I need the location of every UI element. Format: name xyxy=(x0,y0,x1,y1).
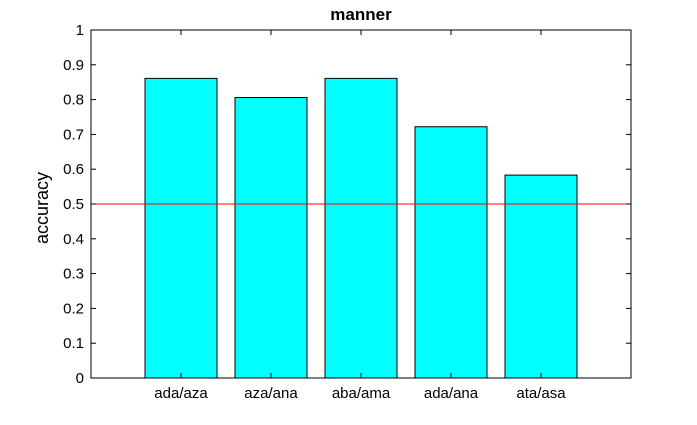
y-tick-label: 0.7 xyxy=(63,126,84,143)
bar-4 xyxy=(414,126,488,379)
y-tick-label: 0.4 xyxy=(63,231,84,248)
bar-1 xyxy=(144,77,218,379)
y-axis-label: accuracy xyxy=(32,172,52,244)
plot-area: 0 0.1 0.2 0.3 0.4 0.5 0.6 0.7 0.8 0.9 1 ada/aza aza/… xyxy=(63,22,632,402)
y-tick-label: 0.9 xyxy=(63,57,84,74)
y-tick-label: 0.1 xyxy=(63,335,84,352)
x-tick-label: ada/aza xyxy=(154,385,208,402)
x-tick-label: aba/ama xyxy=(332,385,391,402)
y-tick-label: 1 xyxy=(76,22,84,39)
x-tick-label: aza/ana xyxy=(244,385,298,402)
x-tick-label: ada/ana xyxy=(424,385,479,402)
y-tick-label: 0.6 xyxy=(63,161,84,178)
y-tick-label: 0.2 xyxy=(63,300,84,317)
y-tick-label: 0.5 xyxy=(63,196,84,213)
y-tick-label: 0.8 xyxy=(63,92,84,109)
x-tick-label: ata/asa xyxy=(516,385,566,402)
bar-5 xyxy=(504,174,578,379)
chart-title: manner xyxy=(330,5,392,24)
bar-3 xyxy=(324,77,398,379)
bar-2 xyxy=(234,97,308,379)
y-tick-label: 0.3 xyxy=(63,266,84,283)
y-tick-label: 0 xyxy=(76,370,84,387)
